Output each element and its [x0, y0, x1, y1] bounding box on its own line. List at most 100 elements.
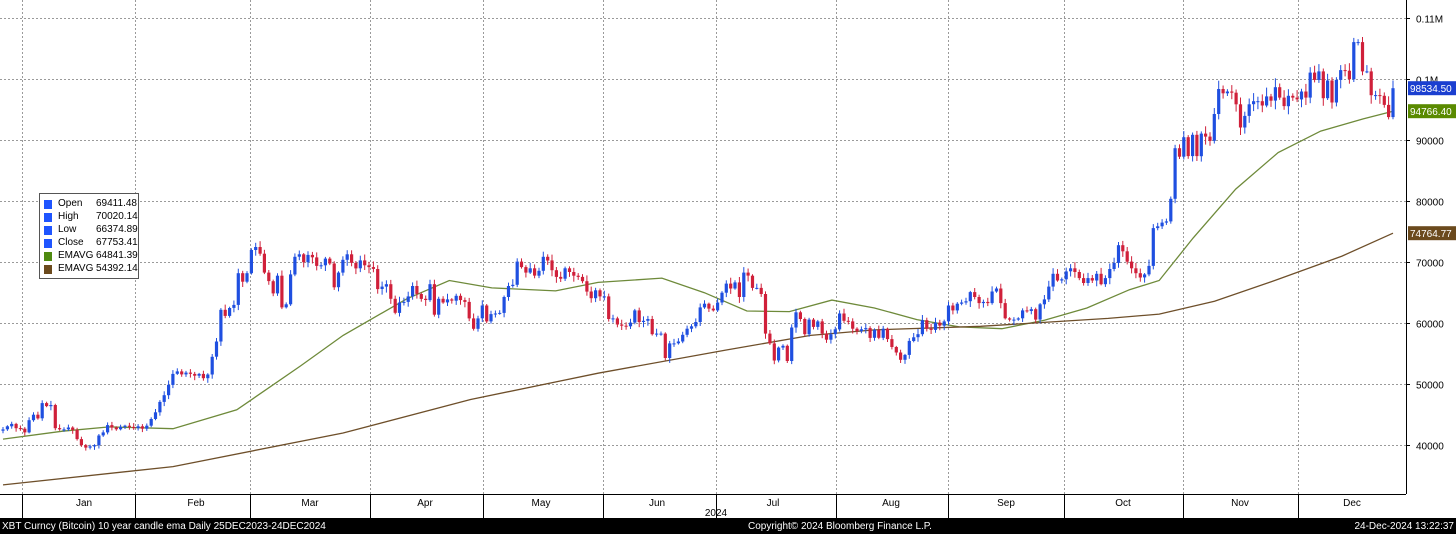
candle-up: [293, 256, 297, 275]
candle-down: [772, 343, 776, 361]
candle-up: [641, 320, 646, 322]
candle-down: [1121, 245, 1125, 252]
candle-down: [524, 267, 528, 273]
candle-down: [58, 428, 62, 430]
candle-up: [1029, 309, 1033, 311]
candle-down: [763, 294, 768, 334]
legend-label-close: Close: [58, 237, 84, 248]
candle-up: [1265, 96, 1269, 106]
legend-row-close: Close 67753.41: [44, 237, 138, 250]
candle-up: [1273, 87, 1277, 101]
candle-up: [62, 429, 66, 431]
candle-down: [132, 426, 136, 429]
candle-up: [123, 425, 127, 427]
candle-up: [1143, 274, 1147, 278]
plot-area: [0, 0, 1406, 494]
candle-up: [724, 283, 728, 293]
candle-down: [1034, 309, 1038, 320]
candle-down: [899, 352, 903, 360]
candle-down: [393, 298, 397, 313]
footer-timestamp: 24-Dec-2024 13:22:37: [1354, 521, 1454, 532]
candle-down: [842, 313, 846, 321]
candle-up: [284, 304, 288, 308]
candle-up: [872, 329, 877, 338]
candle-up: [1339, 70, 1343, 80]
candle-up: [1160, 222, 1164, 227]
candle-up: [297, 254, 301, 257]
candle-up: [672, 343, 676, 345]
candle-up: [145, 425, 149, 429]
candle-up: [1016, 318, 1020, 320]
candle-down: [79, 439, 83, 446]
candle-up: [668, 343, 672, 358]
candle-down: [1282, 97, 1286, 107]
candle-up: [628, 322, 633, 327]
legend-value-ema-short: 64841.39: [96, 250, 138, 261]
candle-up: [1147, 265, 1151, 275]
candle-up: [816, 321, 820, 327]
legend-label-ema-short: EMAVG: [58, 250, 94, 261]
y-tick-label: 90000: [1416, 137, 1444, 148]
candle-down: [14, 423, 18, 429]
candle-up: [964, 301, 968, 303]
candle-up: [563, 268, 567, 279]
candle-down: [367, 265, 371, 268]
candle-down: [328, 258, 332, 264]
candle-down: [546, 256, 550, 261]
candle-down: [201, 373, 205, 379]
candle-up: [794, 312, 798, 328]
candle-down: [354, 262, 358, 269]
candle-down: [1304, 91, 1308, 98]
candle-down: [1077, 272, 1081, 279]
candle-up: [702, 303, 707, 308]
candle-down: [533, 268, 537, 276]
candle-down: [1330, 80, 1334, 103]
candle-down: [315, 257, 319, 266]
x-tick-label: Jan: [76, 498, 92, 509]
candle-up: [345, 254, 349, 260]
candle-up: [981, 301, 985, 304]
candle-down: [467, 301, 471, 319]
candle-up: [903, 354, 907, 360]
price-tag-label: 94766.40: [1410, 107, 1452, 118]
candle-up: [646, 319, 650, 321]
candle-up: [437, 298, 441, 315]
candle-up: [206, 374, 210, 379]
candle-down: [371, 267, 375, 269]
candle-down: [707, 303, 711, 309]
candle-up: [1, 429, 5, 431]
candle-down: [938, 322, 942, 326]
legend-row-high: High 70020.14: [44, 211, 138, 224]
candle-down: [607, 296, 611, 319]
legend-label-ema-long: EMAVG: [58, 263, 94, 274]
candle-up: [698, 307, 702, 322]
candle-up: [594, 290, 598, 299]
legend-value-low: 66374.89: [96, 224, 138, 235]
candle-down: [441, 298, 445, 303]
candle-up: [358, 260, 362, 269]
candle-down: [1347, 70, 1351, 80]
ohlc-legend-box: Open 69411.48 High 70020.14 Low 66374.89…: [39, 193, 139, 279]
candle-up: [162, 395, 166, 402]
candle-up: [397, 302, 402, 313]
candle-up: [1169, 198, 1173, 222]
candle-up: [489, 314, 493, 322]
candle-down: [1378, 95, 1382, 97]
candle-up: [781, 345, 785, 348]
legend-row-ema-short: EMAVG 64841.39: [44, 250, 138, 263]
candle-down: [977, 297, 981, 304]
candle-down: [450, 299, 454, 301]
candle-down: [1291, 95, 1295, 98]
candle-down: [929, 328, 933, 330]
candle-down: [894, 347, 898, 353]
candle-down: [188, 372, 192, 374]
candle-up: [1108, 269, 1112, 279]
candle-up: [990, 291, 994, 304]
candle-down: [711, 308, 715, 311]
candle-up: [537, 270, 541, 276]
candle-up: [341, 259, 345, 273]
candle-up: [10, 423, 14, 427]
candle-up: [720, 292, 724, 303]
candle-down: [820, 321, 824, 334]
candle-down: [1208, 136, 1212, 141]
